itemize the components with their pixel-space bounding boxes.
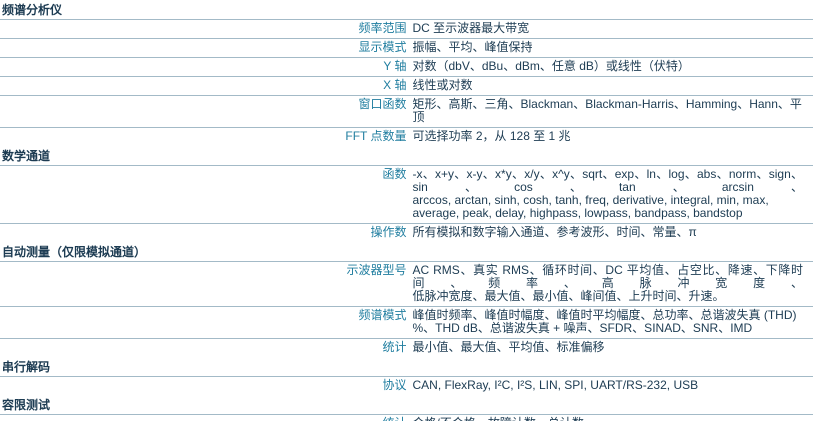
spec-value-line1: -x、x+y、x-y、x*y、x/y、x^y、sqrt、exp、ln、log、a… xyxy=(412,167,804,194)
spec-row: 显示模式 振幅、平均、峰值保持 xyxy=(0,38,813,58)
section-title: 串行解码 xyxy=(0,357,813,377)
spec-row-label: 统计 xyxy=(0,415,406,421)
section-title: 数学通道 xyxy=(0,146,813,166)
spec-row: Y 轴对数（dbV、dBu、dBm、任意 dB）或线性（伏特） xyxy=(0,57,813,77)
spec-row: 频谱模式 峰值时频率、峰值时幅度、峰值时平均幅度、总功率、总谐波失真 (THD) … xyxy=(0,306,813,339)
spec-row: 频率范围 DC 至示波器最大带宽 xyxy=(0,19,813,39)
spec-row: FFT 点数量 可选择功率 2，从 128 至 1 兆 xyxy=(0,128,813,147)
section-title: 自动测量（仅限模拟通道） xyxy=(0,242,813,262)
section-title: 频谱分析仪 xyxy=(0,0,813,20)
spec-row-label: FFT 点数量 xyxy=(345,129,407,143)
spec-row-value: 所有模拟和数字输入通道、参考波形、时间、常量、π xyxy=(412,225,697,239)
spec-row: 统计 最小值、最大值、平均值、标准偏移 xyxy=(0,339,813,358)
spec-row-label: 示波器型号 xyxy=(0,261,407,307)
section-header-row: 数学通道 xyxy=(0,146,813,166)
spec-row-value: 线性或对数 xyxy=(406,76,813,96)
spec-row-label: X 轴 xyxy=(0,76,407,96)
spec-row: 统计合格/不合格，故障计数，总计数 xyxy=(0,415,813,421)
spec-value-line2: 低脉冲宽度、最大值、最小值、峰间值、上升时间、升速。 xyxy=(412,289,725,303)
spec-row-label: 显示模式 xyxy=(0,38,407,58)
spec-row-label: 频谱模式 xyxy=(0,306,407,339)
spec-row-label: 操作数 xyxy=(370,225,407,239)
spec-row-label: 频率范围 xyxy=(0,19,407,39)
section-header-row: 自动测量（仅限模拟通道） xyxy=(0,242,813,262)
section-header-row: 串行解码 xyxy=(0,357,813,377)
spec-row-label: 协议 xyxy=(382,378,407,392)
spec-row-value: 合格/不合格，故障计数，总计数 xyxy=(407,415,813,421)
spec-row: 协议 CAN, FlexRay, I²C, I²S, LIN, SPI, UART… xyxy=(0,377,813,396)
section-header-row: 容限测试 xyxy=(0,395,813,415)
spec-row-value: DC 至示波器最大带宽 xyxy=(406,19,813,39)
spec-row-value: 可选择功率 2，从 128 至 1 兆 xyxy=(412,129,571,143)
spec-value-line2: arccos, arctan, sinh, cosh, tanh, freq, … xyxy=(412,193,769,220)
spec-row: 示波器型号 AC RMS、真实 RMS、循环时间、DC 平均值、占空比、降速、下降… xyxy=(0,261,813,307)
spec-row-value: 最小值、最大值、平均值、标准偏移 xyxy=(412,340,605,354)
section-header-row: 频谱分析仪 xyxy=(0,0,813,20)
spec-row: 操作数 所有模拟和数字输入通道、参考波形、时间、常量、π xyxy=(0,224,813,243)
spec-row-label: Y 轴 xyxy=(0,57,407,77)
spec-row-label: 统计 xyxy=(382,340,407,354)
spec-row-value: 振幅、平均、峰值保持 xyxy=(406,38,813,58)
spec-row: 窗口函数 矩形、高斯、三角、Blackman、Blackman-Harris、Ha… xyxy=(0,95,813,128)
spec-row-value: 峰值时频率、峰值时幅度、峰值时平均幅度、总功率、总谐波失真 (THD) %、TH… xyxy=(406,306,813,339)
spec-row-label: 函数 xyxy=(0,165,407,224)
spec-row-value: CAN, FlexRay, I²C, I²S, LIN, SPI, UART/R… xyxy=(412,378,699,392)
section-title: 容限测试 xyxy=(0,395,813,415)
spec-row-value: 矩形、高斯、三角、Blackman、Blackman-Harris、Hammin… xyxy=(406,95,813,128)
spec-row: 函数 -x、x+y、x-y、x*y、x/y、x^y、sqrt、exp、ln、log… xyxy=(0,165,813,224)
spec-row-value: AC RMS、真实 RMS、循环时间、DC 平均值、占空比、降速、下降时间、频率… xyxy=(406,261,813,307)
spec-row: X 轴线性或对数 xyxy=(0,76,813,96)
spec-value-line1: AC RMS、真实 RMS、循环时间、DC 平均值、占空比、降速、下降时间、频率… xyxy=(412,263,804,290)
spec-row-label: 窗口函数 xyxy=(0,95,407,128)
spec-row-value: 对数（dbV、dBu、dBm、任意 dB）或线性（伏特） xyxy=(406,57,813,77)
spec-row-value: -x、x+y、x-y、x*y、x/y、x^y、sqrt、exp、ln、log、a… xyxy=(406,165,813,224)
